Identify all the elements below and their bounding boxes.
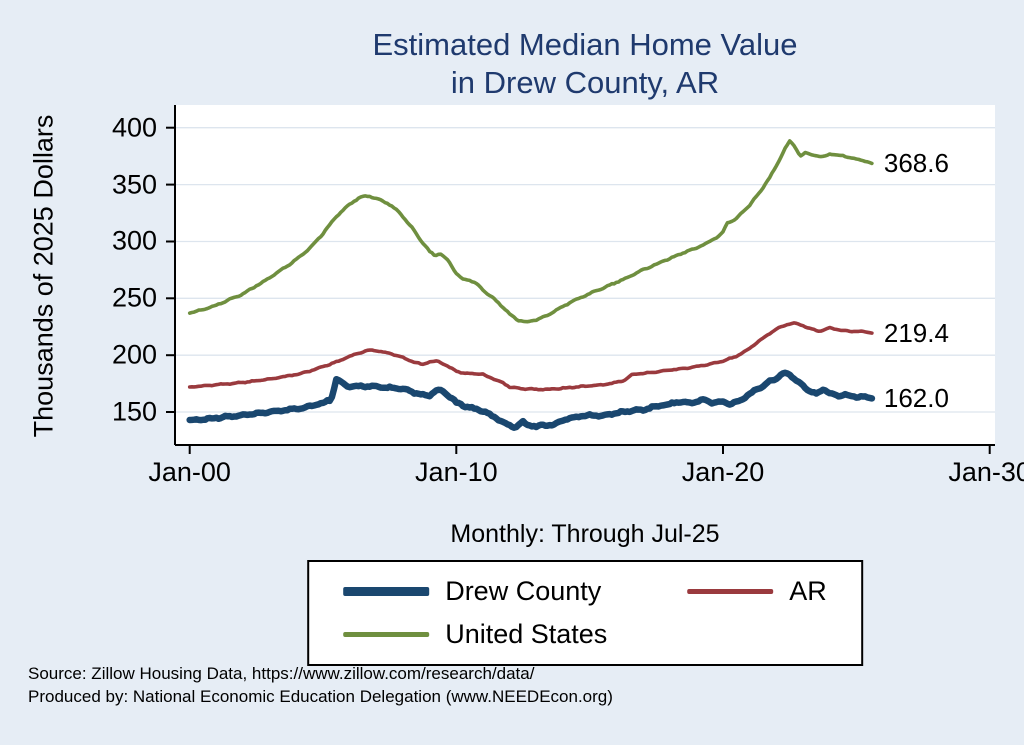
- chart-title-line1: Estimated Median Home Value: [372, 27, 798, 62]
- series-line-ar: [187, 321, 874, 392]
- legend-label-ar: AR: [789, 576, 827, 606]
- series-line-united-states: [187, 139, 874, 324]
- y-tick-label: 300: [111, 225, 157, 256]
- x-tick-label: Jan-20: [681, 457, 765, 487]
- y-tick-label: 400: [111, 112, 157, 143]
- source-note: Source: Zillow Housing Data, https://www…: [28, 662, 613, 708]
- plot-canvas: [166, 105, 995, 454]
- legend-label-drew-county: Drew County: [445, 576, 602, 606]
- y-axis-label: Thousands of 2025 Dollars: [28, 114, 59, 438]
- chart-title: Estimated Median Home Value in Drew Coun…: [175, 26, 995, 102]
- chart-title-line2: in Drew County, AR: [450, 65, 720, 100]
- legend-item-drew-county: Drew County: [343, 576, 607, 607]
- x-axis-note: Monthly: Through Jul-25: [450, 520, 720, 548]
- y-tick-label: 200: [111, 339, 157, 370]
- legend-label-united-states: United States: [445, 619, 608, 649]
- legend-swatch-drew-county: [343, 587, 430, 596]
- y-tick-label: 350: [111, 169, 157, 200]
- legend: Drew County AR United States: [307, 560, 863, 666]
- produced-by-line: Produced by: National Economic Education…: [28, 687, 613, 706]
- x-tick-label: Jan-00: [148, 457, 231, 487]
- series-line-drew-county: [186, 369, 876, 431]
- legend-item-united-states: United States: [343, 619, 607, 650]
- x-tick-label: Jan-10: [415, 457, 498, 487]
- series-end-label: 219.4: [883, 318, 949, 349]
- legend-item-ar: AR: [687, 576, 827, 607]
- y-tick-label: 150: [111, 396, 157, 427]
- y-tick-label: 250: [111, 282, 157, 313]
- series-end-label: 368.6: [883, 148, 949, 179]
- series-end-label: 162.0: [883, 383, 949, 414]
- x-tick-label: Jan-30: [948, 457, 1024, 487]
- legend-swatch-ar: [687, 589, 774, 594]
- source-line: Source: Zillow Housing Data, https://www…: [28, 664, 535, 683]
- plot-area: 150 200 250 300 350 400 Jan-00 Jan-10 Jan-20 Jan-…: [112, 105, 1024, 486]
- legend-swatch-united-states: [343, 632, 430, 637]
